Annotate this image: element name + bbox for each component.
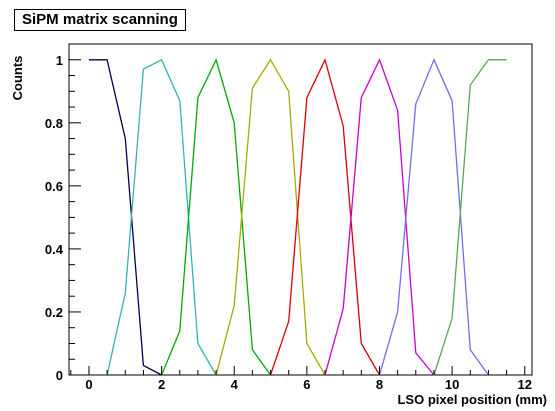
x-tick-label: 0 [85,377,92,392]
x-tick-label: 8 [376,377,383,392]
plot-frame [68,43,533,376]
chart-title: SiPM matrix scanning [14,9,186,31]
y-tick-label: 0.8 [45,116,63,131]
series-layer [89,57,507,376]
y-tick-label: 0.6 [45,179,63,194]
series-line-4 [215,58,326,376]
x-tick-label: 10 [445,377,459,392]
series-line-3 [160,57,272,376]
x-tick-label: 6 [303,377,310,392]
axis-layer: 0 2 4 6 8 10 12 0 0.2 0.4 0.6 0.8 1 [45,43,532,392]
x-tick-label: 4 [231,377,239,392]
x-tick-label: 2 [158,377,165,392]
series-line-6 [324,58,435,376]
series-line-5 [269,57,381,376]
series-line-7 [378,58,489,376]
series-line-1 [89,59,162,376]
y-tick-label: 1 [56,53,63,68]
x-tick-label: 12 [518,377,532,392]
y-tick-label: 0 [56,368,63,383]
y-tick-label: 0.4 [45,242,64,257]
series-line-8 [433,59,507,376]
y-axis-label: Counts [10,56,25,101]
y-tick-label: 0.2 [45,305,63,320]
series-line-2 [106,58,217,376]
x-axis-label: LSO pixel position (mm) [397,392,547,407]
